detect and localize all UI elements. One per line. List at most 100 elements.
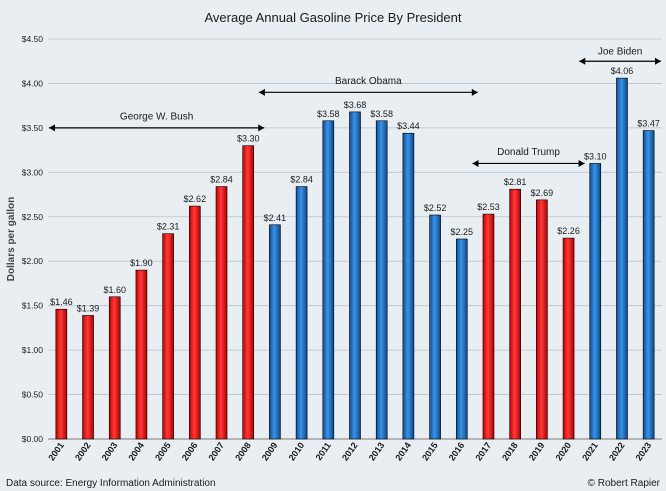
x-axis: 2001 2002 2003 2004 2005 2006 2007 2008 2009 2010… (46, 440, 653, 462)
x-tick-label: 2009 (260, 440, 280, 462)
data-label-2013: $3.58 (370, 109, 393, 119)
bar-2023 (642, 130, 655, 440)
chart-title: Average Annual Gasoline Price By Preside… (204, 10, 461, 25)
bar-2014 (402, 132, 415, 440)
x-tick-label: 2007 (206, 440, 226, 462)
president-label: Donald Trump (497, 147, 560, 158)
bar-2007 (215, 186, 228, 440)
data-label-2018: $2.81 (504, 177, 527, 187)
arrowhead (579, 57, 586, 65)
x-tick-label: 2001 (46, 440, 66, 462)
president-annotations: George W. Bush Barack Obama Donald Trump Jo… (49, 46, 661, 167)
bar-2018 (509, 188, 521, 440)
arrowhead (578, 159, 585, 167)
y-axis-label: Dollars per gallon (6, 197, 17, 281)
y-tick-label: $4.50 (22, 34, 44, 44)
data-label-2015: $2.52 (424, 203, 447, 213)
bar-2016 (455, 238, 468, 440)
bar-2006 (189, 205, 201, 440)
x-tick-label: 2004 (126, 440, 146, 462)
data-label-2006: $2.62 (184, 194, 207, 204)
arrowhead (49, 124, 55, 132)
x-tick-label: 2008 (233, 440, 253, 462)
x-tick-label: 2010 (287, 440, 307, 462)
data-label-2005: $2.31 (157, 222, 180, 232)
bar-2012 (349, 111, 361, 440)
x-tick-label: 2023 (634, 440, 654, 462)
data-label-2012: $3.68 (344, 100, 367, 110)
data-label-2003: $1.60 (103, 285, 126, 295)
x-tick-label: 2013 (367, 440, 387, 462)
bar-2022 (616, 77, 628, 440)
arrowhead (258, 88, 265, 96)
x-tick-label: 2021 (580, 440, 600, 462)
data-label-2009: $2.41 (264, 213, 287, 223)
bar-2021 (589, 163, 602, 440)
x-tick-label: 2020 (554, 440, 574, 462)
president-label: Barack Obama (335, 76, 402, 87)
data-label-2011: $3.58 (317, 109, 340, 119)
x-tick-label: 2015 (420, 440, 440, 462)
bar-2017 (482, 213, 495, 440)
y-tick-label: $3.50 (22, 123, 44, 133)
x-tick-label: 2002 (73, 440, 93, 462)
data-label-2017: $2.53 (477, 202, 500, 212)
x-tick-label: 2017 (473, 440, 493, 462)
y-tick-label: $0.00 (22, 434, 44, 444)
x-tick-label: 2019 (527, 440, 547, 462)
x-tick-label: 2016 (447, 440, 467, 462)
bar-2011 (322, 120, 335, 440)
y-tick-label: $2.00 (22, 256, 44, 266)
data-label-2022: $4.06 (611, 66, 634, 76)
arrowhead (655, 57, 661, 65)
x-tick-label: 2011 (314, 440, 333, 462)
data-label-2019: $2.69 (531, 188, 554, 198)
data-label-2023: $3.47 (637, 119, 660, 129)
data-label-2016: $2.25 (451, 227, 474, 237)
arrowhead (258, 124, 265, 132)
data-label-2021: $3.10 (584, 151, 607, 161)
data-label-2002: $1.39 (77, 303, 100, 313)
data-source: Data source: Energy Information Administ… (6, 478, 216, 489)
data-label-2008: $3.30 (237, 134, 260, 144)
data-label-2020: $2.26 (557, 226, 580, 236)
x-tick-label: 2018 (500, 440, 520, 462)
data-labels: $1.46$1.39$1.60$1.90$2.31$2.62$2.84$3.30… (50, 66, 660, 313)
president-label: Joe Biden (598, 46, 642, 57)
data-label-2010: $2.84 (290, 175, 313, 185)
y-tick-label: $1.50 (22, 301, 44, 311)
bar-2013 (375, 120, 388, 440)
data-label-2007: $2.84 (210, 175, 233, 185)
arrowhead (471, 88, 478, 96)
bar-2001 (55, 308, 68, 440)
bars (55, 77, 655, 440)
bar-2004 (135, 269, 148, 440)
y-tick-label: $3.00 (22, 167, 44, 177)
x-tick-label: 2003 (100, 440, 120, 462)
x-tick-label: 2005 (153, 440, 173, 462)
x-tick-label: 2022 (607, 440, 627, 462)
bar-2009 (269, 224, 281, 440)
x-tick-label: 2012 (340, 440, 360, 462)
bar-2010 (295, 186, 308, 440)
data-label-2014: $3.44 (397, 121, 420, 131)
credit: © Robert Rapier (588, 478, 661, 489)
bar-2002 (82, 315, 94, 440)
bar-2005 (162, 233, 174, 440)
y-tick-label: $1.00 (22, 345, 44, 355)
bar-2015 (429, 214, 441, 440)
bar-2008 (242, 145, 255, 440)
bar-2019 (536, 199, 548, 440)
y-tick-label: $4.00 (22, 78, 44, 88)
x-tick-label: 2014 (393, 440, 413, 462)
president-label: George W. Bush (120, 111, 193, 122)
x-tick-label: 2006 (180, 440, 200, 462)
data-label-2001: $1.46 (50, 297, 73, 307)
bar-2003 (108, 296, 121, 440)
y-tick-label: $2.50 (22, 212, 44, 222)
y-tick-label: $0.50 (22, 390, 44, 400)
arrowhead (472, 159, 479, 167)
y-axis: $0.00 $0.50 $1.00 $1.50 $2.00 $2.50 $3.00 $3.50… (22, 34, 44, 444)
